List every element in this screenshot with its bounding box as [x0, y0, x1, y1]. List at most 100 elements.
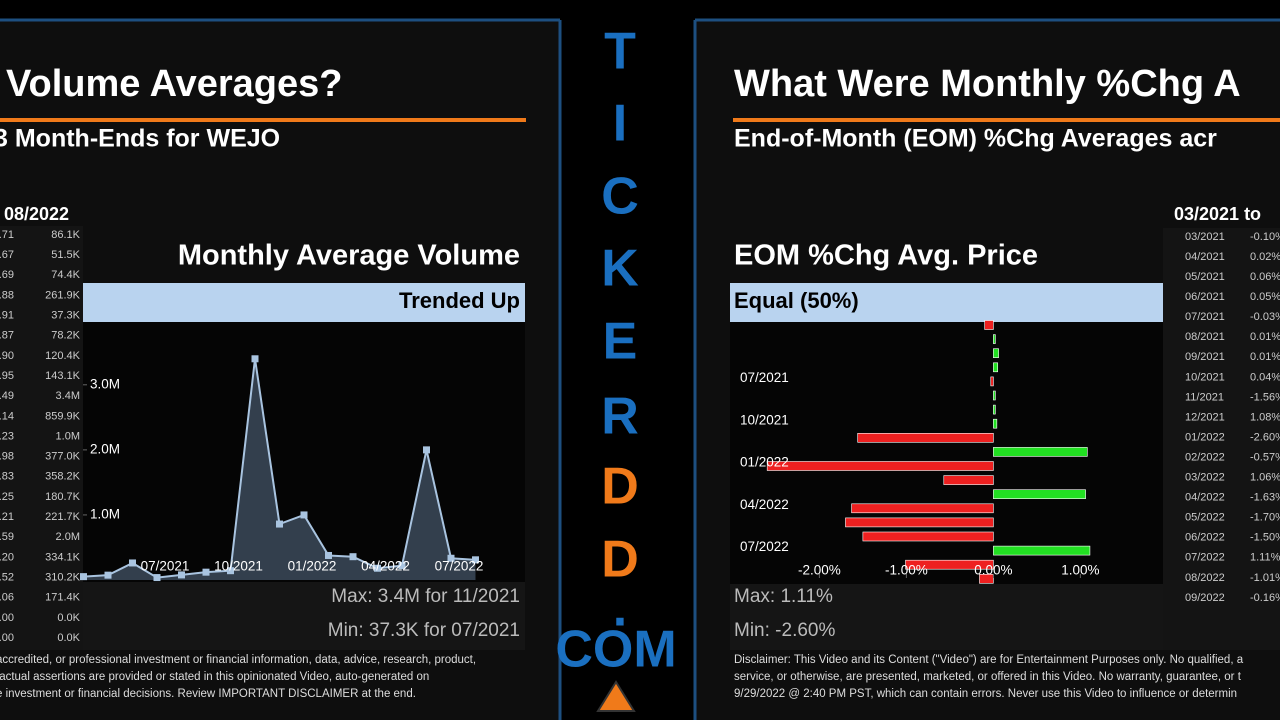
table-cell: -0.16% [1250, 592, 1280, 604]
brand-letter: T [604, 23, 636, 81]
point [80, 573, 87, 581]
table-cell: -1.70% [1250, 512, 1280, 524]
subtitle: 3 Month-Ends for WEJO [0, 125, 280, 153]
table-cell: 0.0K [57, 612, 80, 624]
table-cell: .83 [0, 471, 14, 483]
table-cell: -2.60% [1250, 431, 1280, 443]
banner-text: Equal (50%) [734, 288, 859, 313]
table-cell: 06/2022 [1185, 532, 1225, 544]
disclaimer: service, or otherwise, are presented, ma… [734, 671, 1242, 683]
table-cell: .20 [0, 551, 14, 563]
table-cell: 1.0M [56, 430, 80, 442]
bar [993, 489, 1086, 500]
bar [851, 503, 994, 514]
table-cell: -0.10% [1250, 231, 1280, 243]
y-tick-label: 01/2022 [740, 455, 789, 470]
brand-letter: . [613, 580, 627, 638]
table-cell: .06 [0, 592, 14, 604]
y-tick-label: 07/2022 [740, 539, 789, 554]
title: Volume Averages? [6, 63, 343, 105]
table-cell: 03/2021 [1185, 231, 1225, 243]
table-cell: .14 [0, 410, 14, 422]
point [325, 551, 332, 559]
y-tick-label: 1.0M [90, 506, 120, 521]
bar [993, 418, 998, 429]
disclaimer: factual assertions are provided or state… [0, 671, 429, 683]
bar [943, 475, 994, 485]
table-cell: 74.4K [51, 269, 80, 281]
y-tick-label: 04/2022 [740, 497, 789, 512]
bar [845, 517, 994, 528]
bar [990, 376, 994, 387]
table-cell: .23 [0, 430, 14, 442]
table-bg [0, 226, 83, 650]
table-cell: 07/2022 [1185, 552, 1225, 564]
x-tick-label: 01/2022 [288, 559, 337, 574]
max-label: Max: 3.4M for 11/2021 [331, 586, 520, 607]
table-cell: .87 [0, 330, 14, 342]
bar [993, 334, 996, 344]
table-cell: 08/2022 [1185, 572, 1225, 584]
table-cell: 78.2K [51, 330, 80, 342]
y-tick-label: 3.0M [90, 376, 120, 391]
subtitle: End-of-Month (EOM) %Chg Averages acr [734, 125, 1217, 153]
brand-letter: I [613, 95, 627, 153]
point [349, 553, 357, 561]
table-cell: 0.01% [1250, 331, 1280, 343]
bar [993, 362, 999, 373]
stats-bg [83, 582, 525, 650]
brand-letter: K [601, 240, 639, 298]
point [472, 556, 479, 564]
table-cell: .49 [0, 390, 14, 402]
table-cell: 51.5K [51, 249, 80, 261]
title-rule [733, 118, 1280, 122]
table-cell: 859.9K [45, 410, 81, 422]
point [251, 355, 259, 363]
table-cell: 358.2K [45, 471, 81, 483]
x-tick-label: 07/2022 [435, 559, 484, 574]
table-cell: 12/2021 [1185, 411, 1225, 423]
bar [993, 348, 999, 359]
x-tick-label: -2.00% [798, 563, 841, 578]
y-tick-label: 07/2021 [740, 370, 789, 385]
table-cell: .69 [0, 269, 14, 281]
x-tick-label: 07/2021 [141, 559, 190, 574]
table-cell: .25 [0, 491, 14, 503]
point [227, 567, 234, 575]
banner [83, 283, 525, 322]
table-cell: 02/2022 [1185, 451, 1225, 463]
table-cell: 120.4K [45, 350, 81, 362]
table-cell: 3.4M [56, 390, 80, 402]
table-cell: -0.57% [1250, 451, 1280, 463]
x-tick-label: 10/2021 [214, 559, 263, 574]
bar [993, 404, 996, 415]
plot-area [730, 322, 1163, 584]
table-cell: 180.7K [45, 491, 81, 503]
table-cell: 0.02% [1250, 251, 1280, 263]
table-cell: -0.03% [1250, 311, 1280, 323]
stats-bg [730, 584, 1163, 650]
table-cell: 09/2021 [1185, 351, 1225, 363]
bar [993, 447, 1088, 457]
table-cell: 0.0K [57, 632, 80, 644]
table-cell: 221.7K [45, 511, 81, 523]
table-cell: .21 [0, 511, 14, 523]
table-cell: .52 [0, 571, 14, 583]
table-cell: 1.11% [1250, 552, 1280, 564]
table-cell: .88 [0, 289, 14, 301]
brand-suffix: COM [555, 621, 676, 679]
max-label: Max: 1.11% [734, 586, 833, 607]
point [104, 571, 112, 579]
bar [857, 432, 994, 443]
table-cell: 09/2022 [1185, 592, 1225, 604]
table-header: 03/2021 to [1174, 204, 1261, 224]
table-cell: .67 [0, 249, 14, 261]
table-cell: 37.3K [51, 310, 80, 322]
table-cell: 03/2022 [1185, 472, 1225, 484]
table-cell: .71 [0, 229, 14, 241]
point [447, 554, 455, 562]
table-cell: 11/2021 [1185, 391, 1224, 403]
table-header: 08/2022 [4, 204, 69, 224]
bar [905, 559, 994, 570]
disclaimer: 9/29/2022 @ 2:40 PM PST, which can conta… [734, 688, 1237, 700]
